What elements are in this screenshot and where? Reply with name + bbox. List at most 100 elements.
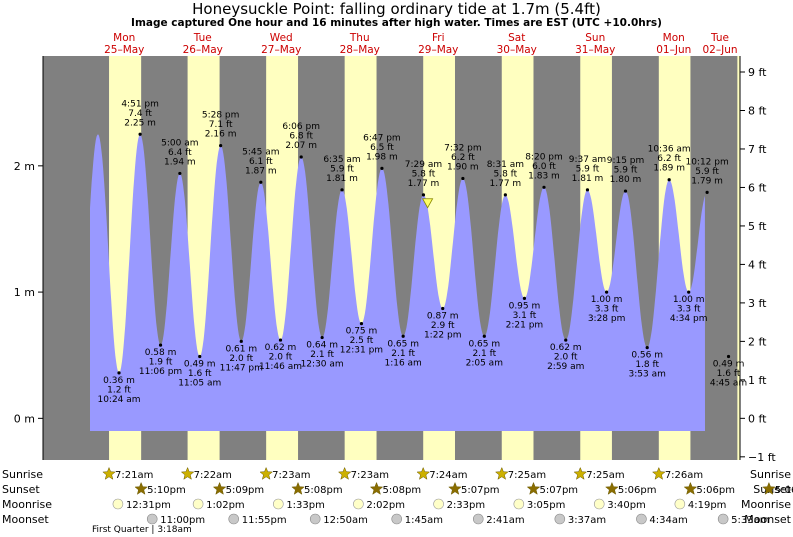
tide-point: [705, 190, 709, 194]
low-tide-label: 1.8 ft: [635, 360, 659, 370]
right-tick-label: 9 ft: [748, 66, 767, 79]
day-labels: Mon25–MayTue26–MayWed27–MayThu28–MayFri2…: [104, 32, 737, 56]
tide-point: [542, 185, 546, 189]
sunrise-label-left: Sunrise: [2, 468, 43, 481]
low-tide-label: 11:47 pm: [220, 363, 263, 373]
day-name: Mon: [113, 32, 135, 44]
low-tide-label: 2.0 ft: [269, 353, 293, 363]
high-tide-label: 6:06 pm: [282, 122, 320, 132]
high-tide-label: 9:15 pm: [607, 156, 645, 166]
day-name: Sun: [585, 32, 605, 44]
sunrise-time: 7:25am: [508, 470, 546, 481]
low-tide-label: 2.1 ft: [391, 349, 415, 359]
low-tide-label: 0.58 m: [145, 348, 177, 358]
high-tide-label: 6.0 ft: [532, 162, 556, 172]
low-tide-label: 0.65 m: [387, 339, 419, 349]
tide-point: [687, 290, 691, 294]
low-tide-label: 2.0 ft: [229, 354, 253, 364]
moonrise-time: 12:31pm: [126, 500, 171, 511]
high-tide-label: 10:36 am: [648, 145, 691, 155]
day-name: Wed: [270, 32, 293, 44]
high-tide-label: 10:12 pm: [685, 157, 728, 167]
right-tick-label: 1 ft: [748, 374, 767, 387]
low-tide-label: 3:28 pm: [588, 314, 626, 324]
low-tide-label: 0.61 m: [225, 344, 257, 354]
high-tide-label: 7:32 pm: [444, 143, 482, 153]
sun-moon-rows: SunriseSunriseSunsetSunsetMoonriseMoonri…: [2, 466, 793, 535]
moonset-time: 11:55pm: [242, 515, 287, 526]
tide-point: [278, 338, 283, 342]
tide-point: [461, 176, 465, 181]
right-tick-label: 7 ft: [748, 143, 767, 156]
high-tide-label: 2.16 m: [205, 130, 237, 140]
tide-point: [219, 144, 223, 148]
high-tide-label: 7.1 ft: [209, 120, 233, 130]
moon-icon: [146, 513, 158, 525]
sun-icon: [180, 466, 195, 480]
moonset-time: 12:50am: [323, 515, 368, 526]
low-tide-label: 3.3 ft: [677, 305, 701, 315]
right-tick-label: 8 ft: [748, 104, 767, 117]
moonrise-time: 2:02pm: [366, 500, 405, 511]
low-tide-label: 1.2 ft: [107, 385, 131, 395]
sun-icon: [605, 481, 619, 495]
moon-icon: [391, 513, 403, 525]
low-tide-label: 3:53 am: [629, 370, 666, 380]
tide-point: [340, 188, 344, 192]
sun-icon: [651, 466, 666, 480]
moonrise-time: 3:40pm: [607, 500, 646, 511]
sun-icon: [291, 481, 305, 495]
moonrise-label-right: Moonrise: [741, 498, 791, 511]
chart-axes: 0 m 1 m 2 m −1 ft 0 ft 1 ft 2 ft 3 ft 4 ft 5 ft 6 …: [14, 56, 776, 464]
tide-point: [117, 371, 121, 375]
sunset-time: 5:06pm: [696, 485, 735, 496]
low-tide-label: 1.9 ft: [149, 358, 173, 368]
sunset-time: 5:08pm: [383, 485, 422, 496]
moonset-time: 11:00pm: [160, 515, 205, 526]
sun-icon: [526, 481, 541, 495]
tide-point: [158, 343, 163, 347]
left-tick-label: 0 m: [14, 412, 35, 425]
low-tide-label: 2.0 ft: [554, 353, 578, 363]
right-tick-label: 3 ft: [748, 297, 767, 310]
moon-icon: [513, 498, 525, 510]
high-tide-label: 6.4 ft: [168, 148, 192, 158]
tide-point: [198, 354, 202, 359]
high-tide-label: 6:47 pm: [363, 133, 401, 143]
sunrise-time: 7:23am: [351, 470, 389, 481]
moon-icon: [192, 498, 204, 510]
current-tide-triangle: [421, 198, 434, 209]
low-tide-label: 1.00 m: [673, 295, 705, 305]
right-tick-label: −1 ft: [748, 451, 776, 464]
sunset-time: 5:10pm: [147, 485, 186, 496]
left-tick-label: 1 m: [14, 286, 35, 299]
moon-icon: [273, 498, 284, 510]
moon-icon: [674, 498, 686, 510]
low-tide-label: 1.6 ft: [717, 369, 741, 379]
moonrise-time: 4:19pm: [688, 500, 727, 511]
day-date: 31–May: [575, 44, 615, 56]
low-tide-label: 4:45 am: [710, 378, 747, 388]
sun-icon: [259, 466, 273, 480]
sun-icon: [337, 466, 352, 480]
tide-point: [503, 193, 507, 197]
high-tide-label: 1.89 m: [653, 164, 685, 174]
day-name: Tue: [710, 32, 729, 44]
high-tide-label: 5:00 am: [161, 138, 198, 148]
moonrise-time: 1:33pm: [286, 500, 325, 511]
first-quarter-label: First Quarter | 3:18am: [92, 525, 192, 535]
moonset-time: 4:34am: [649, 515, 687, 526]
day-date: 29–May: [418, 44, 458, 56]
moonset-time: 5:33am: [731, 515, 769, 526]
sun-icon: [134, 481, 148, 495]
day-date: 26–May: [183, 44, 223, 56]
sunset-time: 5:07pm: [461, 485, 500, 496]
sunset-time: 5:06pm: [618, 485, 657, 496]
low-tide-label: 1.00 m: [591, 295, 623, 305]
sunset-label-left: Sunset: [2, 483, 40, 496]
right-tick-label: 0 ft: [748, 412, 767, 425]
day-name: Tue: [193, 32, 212, 44]
tide-water-area: [90, 134, 705, 432]
sun-icon: [369, 481, 384, 495]
high-tide-label: 1.80 m: [610, 175, 642, 185]
